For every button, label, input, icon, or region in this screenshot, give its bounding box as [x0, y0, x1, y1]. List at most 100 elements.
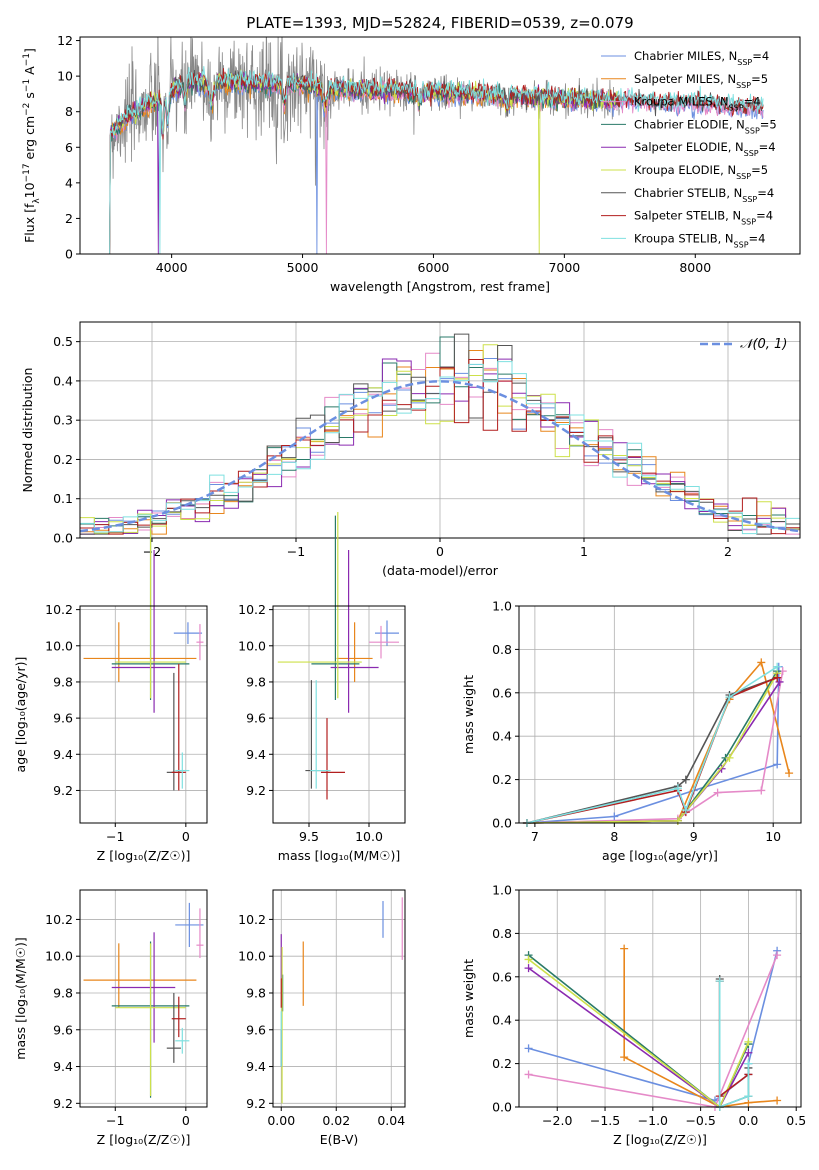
y-tick-label: 9.4	[53, 747, 73, 762]
legend-entry: Chabrier STELIB, NSSP=4	[634, 186, 774, 204]
legend-sub: SSP	[736, 172, 751, 181]
y-tick-label: 10.2	[45, 912, 73, 927]
y-tick-label: 0.4	[53, 373, 73, 388]
marker-kroupa-miles	[713, 788, 722, 797]
chart-title: PLATE=1393, MJD=52824, FIBERID=0539, z=0…	[246, 14, 633, 32]
y-tick-label: 9.8	[246, 985, 266, 1000]
y-tick-label: 9.6	[246, 711, 266, 726]
y-tick-label: 0.1	[53, 491, 73, 506]
legend-value: =4	[744, 95, 761, 109]
y-tick-label: 9.6	[53, 1022, 73, 1037]
model-kroupa-stelib	[108, 66, 764, 254]
legend-sub: SSP	[742, 194, 757, 203]
axes-frame	[272, 889, 406, 1108]
x-tick-label: −1.5	[590, 1113, 620, 1128]
series-kroupa-stelib	[526, 666, 778, 824]
x-axis-label: mass [log₁₀(M/M☉)]	[278, 848, 400, 863]
y-axis-label-part: −2	[22, 103, 32, 116]
x-tick-label: 1	[580, 544, 588, 559]
x-tick-label: 0.0	[738, 1113, 758, 1128]
y-tick-label: 0.2	[492, 772, 512, 787]
marker-salpeter-stelib	[773, 673, 782, 682]
legend-entry: 𝒩(0, 1)	[740, 337, 787, 352]
legend-entry: Salpeter ELODIE, NSSP=4	[634, 140, 776, 158]
y-tick-label: 0.2	[53, 452, 73, 467]
y-tick-label: 0.8	[492, 642, 512, 657]
x-tick-label: 5000	[287, 260, 319, 275]
y-tick-label: 0.6	[492, 685, 512, 700]
y-tick-label: 9.4	[53, 1059, 73, 1074]
y-tick-label: 12	[57, 33, 73, 48]
x-axis-label: Z [log₁₀(Z/Z☉)]	[97, 848, 191, 863]
histogram-kroupa-elodie	[80, 344, 800, 534]
x-tick-label: −2.0	[542, 1113, 572, 1128]
marker-kroupa-stelib	[773, 662, 782, 671]
y-axis-label-part: 10	[22, 182, 37, 198]
x-tick-label: 0	[436, 544, 444, 559]
y-tick-label: 1.0	[492, 883, 512, 898]
x-axis-label: Z [log₁₀(Z/Z☉)]	[97, 1132, 191, 1147]
mass-weight-vs-Z-panel: −2.0 −1.5 −1.0 −0.5 0.0 0.5 0.0 0.2 0.4 0.6 0.8 1.0…	[461, 883, 806, 1148]
y-axis-label: mass [log₁₀(M/M☉)]	[13, 937, 28, 1059]
y-axis-label-part: ]	[22, 48, 37, 53]
marker-kroupa-stelib	[673, 784, 682, 793]
y-tick-label: 0.5	[53, 334, 73, 349]
legend-sub: SSP	[744, 149, 759, 158]
marker-kroupa-elodie	[725, 753, 734, 762]
marker-salpeter-miles	[620, 944, 629, 953]
y-tick-label: 2	[65, 211, 73, 226]
y-tick-label: 8	[65, 104, 73, 119]
legend-entry: Chabrier MILES, NSSP=4	[634, 49, 769, 67]
legend-entry: Kroupa STELIB, NSSP=4	[634, 231, 765, 249]
x-tick-label: 6000	[418, 260, 450, 275]
y-tick-label: 9.2	[53, 783, 73, 798]
y-axis-label-part: λ	[32, 198, 42, 204]
legend-entry: Kroupa ELODIE, NSSP=5	[634, 163, 768, 181]
legend-model: Chabrier STELIB, N	[634, 186, 742, 200]
marker-kroupa-stelib	[681, 805, 690, 814]
series-salpeter-miles	[526, 660, 790, 824]
marker-salpeter-elodie	[524, 964, 533, 973]
legend-sub: SSP	[729, 103, 744, 112]
y-tick-label: 9.8	[246, 674, 266, 689]
x-tick-label: 7	[531, 829, 539, 844]
marker-chabrier-miles	[773, 760, 782, 769]
x-tick-label: 9	[690, 829, 698, 844]
axes-frame	[79, 36, 801, 255]
legend-sub: SSP	[734, 240, 749, 249]
y-tick-label: 10.2	[238, 602, 266, 617]
marker-salpeter-elodie	[775, 677, 784, 686]
y-axis-label-part: −17	[22, 163, 32, 182]
y-tick-label: 0.4	[492, 729, 512, 744]
marker-kroupa-miles	[524, 1070, 533, 1079]
y-tick-label: 10.2	[238, 912, 266, 927]
series-salpeter-elodie	[528, 967, 750, 1109]
y-tick-label: 0.6	[492, 969, 512, 984]
age-vs-mass-panel: 9.5 10.0 9.2 9.4 9.6 9.8 10.0 10.2 mass [log₁₀(M…	[238, 511, 406, 863]
marker-kroupa-miles	[757, 786, 766, 795]
y-tick-label: 10.0	[45, 638, 73, 653]
x-tick-label: 7000	[548, 260, 580, 275]
x-tick-label: 0	[182, 1113, 190, 1128]
y-tick-label: 9.2	[53, 1096, 73, 1111]
x-tick-label: 0.00	[267, 1113, 295, 1128]
y-tick-label: 0.2	[492, 1056, 512, 1071]
y-tick-label: 10.2	[45, 602, 73, 617]
x-axis-label: (data-model)/error	[382, 563, 499, 578]
y-tick-label: 9.4	[246, 1059, 266, 1074]
x-axis-label: wavelength [Angstrom, rest frame]	[330, 279, 550, 294]
legend-value: =4	[756, 209, 773, 223]
x-tick-label: −1.0	[638, 1113, 668, 1128]
normal-curve	[79, 380, 801, 533]
y-tick-label: 10.0	[238, 638, 266, 653]
y-tick-label: 10.0	[238, 949, 266, 964]
mass-vs-Z-panel: −1 0 9.2 9.4 9.6 9.8 10.0 10.2 Z [log₁₀(Z/Z☉)] ma…	[13, 889, 208, 1147]
series-chabrier-elodie	[526, 670, 778, 824]
y-axis-label-part: s	[22, 92, 37, 103]
x-tick-label: 4000	[156, 260, 188, 275]
y-tick-label: 4	[65, 175, 73, 190]
y-axis-label: mass weight	[461, 675, 476, 754]
series-salpeter-elodie	[526, 681, 781, 824]
